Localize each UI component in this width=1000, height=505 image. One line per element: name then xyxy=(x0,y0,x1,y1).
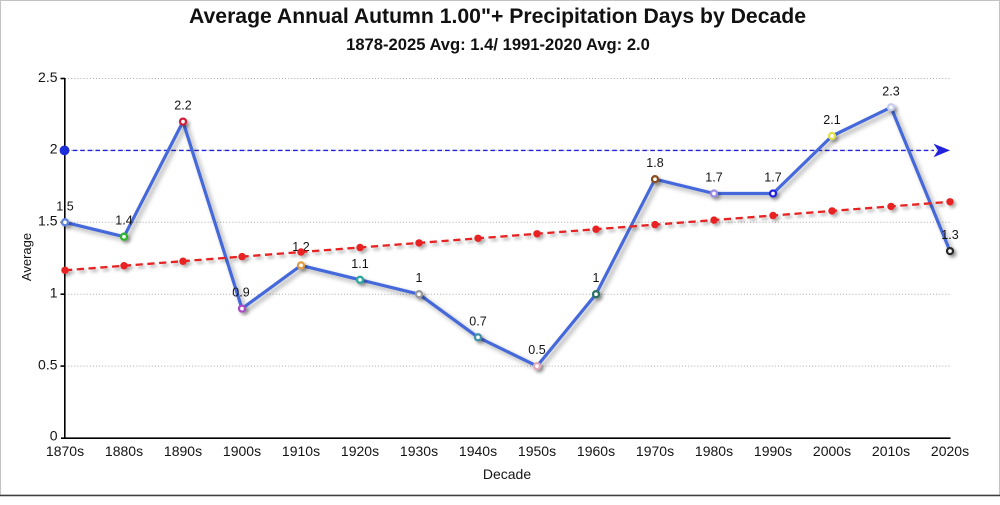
svg-text:1.7: 1.7 xyxy=(705,171,722,185)
svg-text:1.5: 1.5 xyxy=(56,199,73,213)
svg-text:1.5: 1.5 xyxy=(38,213,58,229)
svg-text:1.2: 1.2 xyxy=(292,240,309,254)
svg-text:Average: Average xyxy=(19,233,34,281)
svg-text:0.7: 0.7 xyxy=(469,314,486,328)
svg-text:1890s: 1890s xyxy=(164,443,202,459)
svg-text:1930s: 1930s xyxy=(400,443,438,459)
svg-text:1960s: 1960s xyxy=(577,443,615,459)
svg-text:1990s: 1990s xyxy=(754,443,792,459)
svg-text:0.5: 0.5 xyxy=(38,357,58,373)
svg-text:2.2: 2.2 xyxy=(174,99,191,113)
svg-text:0: 0 xyxy=(50,428,58,444)
svg-text:Decade: Decade xyxy=(483,466,531,482)
svg-text:0.9: 0.9 xyxy=(232,286,249,300)
svg-text:1: 1 xyxy=(593,271,600,285)
svg-text:1: 1 xyxy=(416,271,423,285)
svg-text:2010s: 2010s xyxy=(872,443,910,459)
svg-text:1.7: 1.7 xyxy=(764,171,781,185)
svg-text:2.5: 2.5 xyxy=(38,69,58,85)
svg-text:1.3: 1.3 xyxy=(941,228,958,242)
svg-text:1940s: 1940s xyxy=(459,443,497,459)
svg-text:1.4: 1.4 xyxy=(115,214,132,228)
svg-text:2.1: 2.1 xyxy=(823,113,840,127)
svg-text:Average Annual Autumn 1.00"+ P: Average Annual Autumn 1.00"+ Precipitati… xyxy=(189,5,806,28)
svg-text:1: 1 xyxy=(50,285,58,301)
svg-text:1870s: 1870s xyxy=(46,443,84,459)
svg-text:2000s: 2000s xyxy=(813,443,851,459)
svg-text:2.3: 2.3 xyxy=(882,84,899,98)
svg-text:1910s: 1910s xyxy=(282,443,320,459)
svg-text:2: 2 xyxy=(50,141,58,157)
svg-text:1900s: 1900s xyxy=(223,443,261,459)
svg-text:0.5: 0.5 xyxy=(528,343,545,357)
svg-text:2020s: 2020s xyxy=(931,443,969,459)
svg-text:1970s: 1970s xyxy=(636,443,674,459)
svg-text:1.1: 1.1 xyxy=(351,257,368,271)
svg-text:1980s: 1980s xyxy=(695,443,733,459)
svg-text:1920s: 1920s xyxy=(341,443,379,459)
svg-text:1878-2025 Avg: 1.4/ 1991-2020: 1878-2025 Avg: 1.4/ 1991-2020 Avg: 2.0 xyxy=(346,35,650,54)
svg-text:1950s: 1950s xyxy=(518,443,556,459)
svg-text:1.8: 1.8 xyxy=(646,156,663,170)
svg-text:1880s: 1880s xyxy=(105,443,143,459)
